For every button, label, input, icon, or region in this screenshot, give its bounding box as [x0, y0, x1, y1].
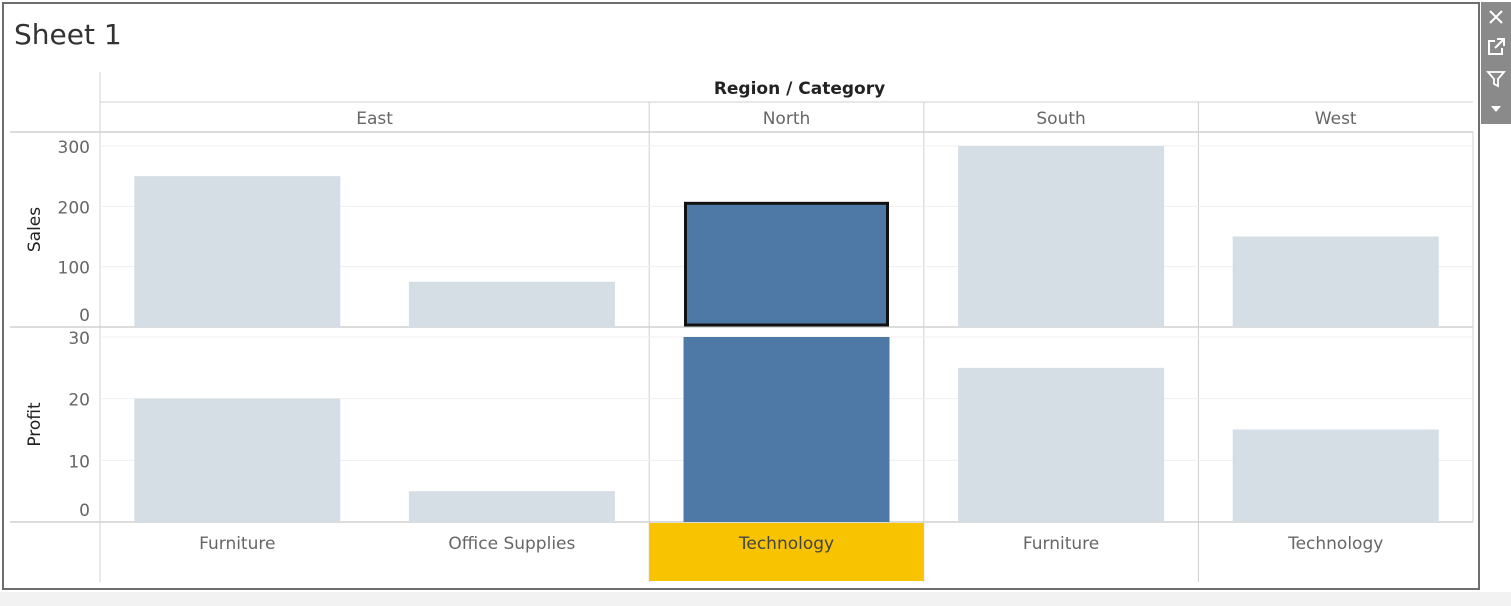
bar-profit-1[interactable]: [408, 491, 615, 522]
dropdown-arrow-icon[interactable]: [1481, 94, 1511, 124]
bar-sales-1[interactable]: [408, 281, 615, 327]
region-label-south: South: [1036, 109, 1085, 129]
y-tick-profit-30: 30: [68, 329, 90, 349]
filter-icon[interactable]: [1481, 64, 1511, 94]
category-label-0: Furniture: [199, 534, 275, 554]
bars-layer: [134, 146, 1439, 581]
sheet-title: Sheet 1: [14, 18, 122, 51]
category-label-4: Technology: [1287, 534, 1383, 554]
category-label-1: Office Supplies: [448, 534, 575, 554]
region-label-west: West: [1315, 109, 1357, 129]
y-tick-profit-10: 10: [68, 452, 90, 472]
y-tick-sales-100: 100: [58, 259, 90, 279]
region-label-north: North: [763, 109, 811, 129]
viz-toolbar: [1481, 2, 1511, 124]
bar-sales-2[interactable]: [684, 201, 889, 327]
y-tick-profit-20: 20: [68, 391, 90, 411]
category-label-3: Furniture: [1023, 534, 1099, 554]
y-tick-sales-200: 200: [58, 198, 90, 218]
region-label-east: East: [356, 109, 393, 129]
bar-profit-0[interactable]: [134, 398, 341, 522]
bottom-strip: [0, 592, 1511, 606]
column-header-title: Region / Category: [714, 79, 885, 99]
bar-sales-0[interactable]: [134, 176, 341, 327]
pop-out-icon[interactable]: [1481, 32, 1511, 62]
y-tick-sales-0: 0: [79, 306, 90, 326]
bar-sales-3[interactable]: [958, 146, 1165, 327]
bar-profit-3[interactable]: [958, 367, 1165, 522]
y-tick-sales-300: 300: [58, 138, 90, 158]
y-tick-profit-0: 0: [79, 501, 90, 521]
bar-profit-4[interactable]: [1232, 429, 1439, 523]
bar-profit-2[interactable]: [683, 337, 890, 522]
category-label-2: Technology: [738, 534, 834, 554]
axis-title-sales: Sales: [25, 207, 45, 252]
axis-title-profit: Profit: [25, 402, 45, 447]
selected-category-highlight[interactable]: [649, 523, 924, 581]
close-icon[interactable]: [1481, 2, 1511, 32]
bar-sales-4[interactable]: [1232, 236, 1439, 328]
